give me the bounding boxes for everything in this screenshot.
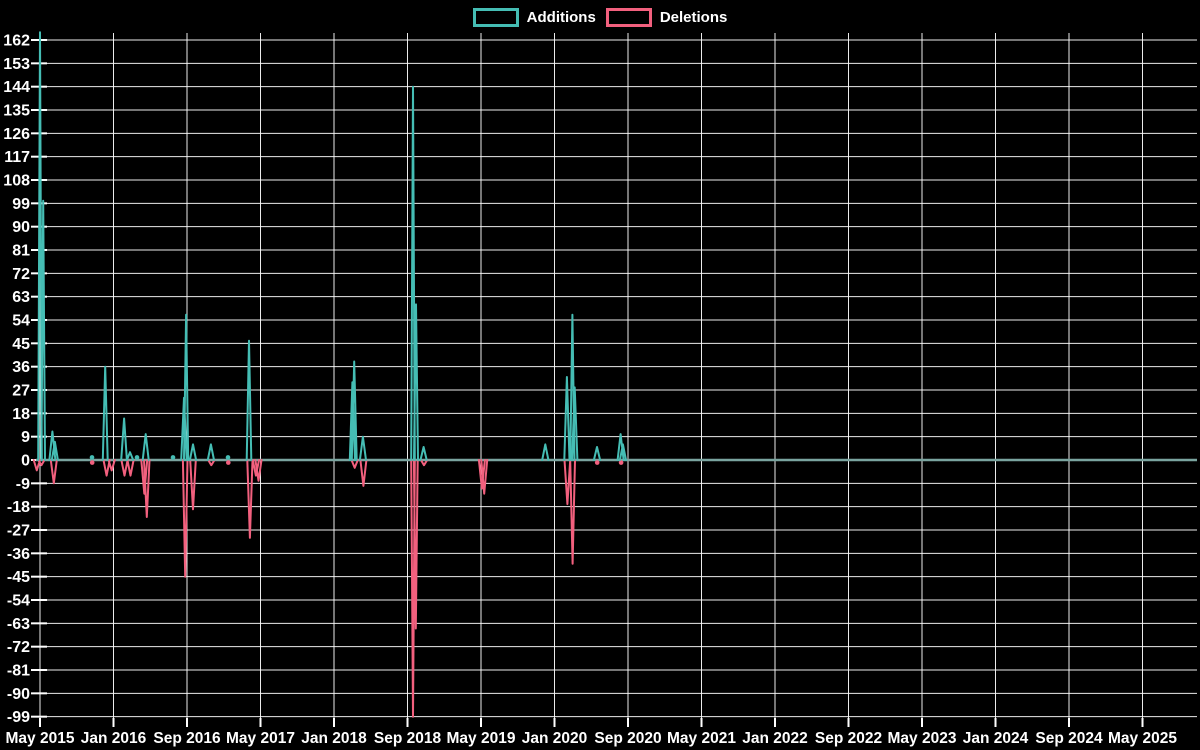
x-tick-label: Sep 2022 <box>815 730 882 747</box>
y-tick-label: -9 <box>16 476 30 493</box>
y-tick-label: 36 <box>12 359 30 376</box>
additions-legend-swatch <box>472 8 519 27</box>
y-tick-label: -72 <box>7 639 30 656</box>
y-tick-label: -81 <box>7 662 30 679</box>
deletions-marker-dot <box>226 460 231 465</box>
y-tick-label: 126 <box>3 126 30 143</box>
y-tick-label: 99 <box>12 196 30 213</box>
y-tick-label: 81 <box>12 243 30 260</box>
legend-item-additions[interactable]: Additions <box>472 8 596 27</box>
y-tick-label: -18 <box>7 499 30 516</box>
deletions-series-line <box>32 459 576 718</box>
additions-marker-dot <box>134 455 140 460</box>
y-tick-label: 9 <box>21 429 30 446</box>
x-tick-label: Sep 2018 <box>374 730 442 747</box>
additions-series-line <box>37 31 627 461</box>
y-tick-label: 144 <box>3 79 30 96</box>
y-tick-label: 72 <box>12 266 30 283</box>
y-tick-label: 63 <box>12 289 30 306</box>
additions-marker-dot <box>225 455 231 460</box>
x-tick-label: Sep 2020 <box>594 730 661 747</box>
y-tick-label: -45 <box>7 569 30 586</box>
x-tick-label: Jan 2020 <box>522 730 588 747</box>
y-tick-label: 18 <box>12 406 30 423</box>
x-tick-label: Jan 2016 <box>81 730 147 747</box>
additions-marker-dot <box>89 455 95 460</box>
y-tick-label: 117 <box>4 149 30 166</box>
legend-item-deletions[interactable]: Deletions <box>605 8 728 27</box>
y-tick-label: -63 <box>7 616 30 633</box>
deletions-marker-dot <box>89 460 95 465</box>
x-tick-label: May 2017 <box>226 730 295 747</box>
y-tick-label: 45 <box>12 336 30 353</box>
y-tick-label: -54 <box>7 592 30 609</box>
x-tick-label: Jan 2024 <box>963 730 1029 747</box>
additions-legend-label: Additions <box>526 9 596 26</box>
y-tick-label: -27 <box>7 522 30 539</box>
y-tick-label: -90 <box>7 686 30 703</box>
x-tick-label: Jan 2022 <box>742 730 808 747</box>
y-tick-label: 135 <box>3 103 30 120</box>
y-tick-label: -99 <box>7 709 30 726</box>
y-tick-label: 27 <box>12 383 30 400</box>
deletions-marker-dot <box>618 460 624 465</box>
x-tick-label: Jan 2018 <box>301 730 367 747</box>
deletions-legend-label: Deletions <box>659 9 728 26</box>
y-tick-label: 153 <box>3 56 30 73</box>
y-tick-label: 108 <box>3 173 30 190</box>
x-tick-label: May 2023 <box>888 730 957 747</box>
y-tick-label: -36 <box>7 546 30 563</box>
deletions-marker-dot <box>594 460 600 465</box>
chart-legend: Additions Deletions <box>0 8 1200 27</box>
y-tick-label: 54 <box>12 313 30 330</box>
y-tick-label: 162 <box>3 33 30 50</box>
x-tick-label: May 2025 <box>1108 730 1177 747</box>
y-tick-label: 90 <box>12 219 30 236</box>
x-tick-label: Sep 2016 <box>153 730 221 747</box>
deletions-legend-swatch <box>605 8 652 27</box>
additions-marker-dot <box>170 455 176 460</box>
x-tick-label: May 2015 <box>6 730 75 747</box>
y-tick-label: 0 <box>21 453 30 470</box>
x-tick-label: May 2021 <box>667 730 736 747</box>
x-tick-label: May 2019 <box>447 730 516 747</box>
x-tick-label: Sep 2024 <box>1035 730 1103 747</box>
